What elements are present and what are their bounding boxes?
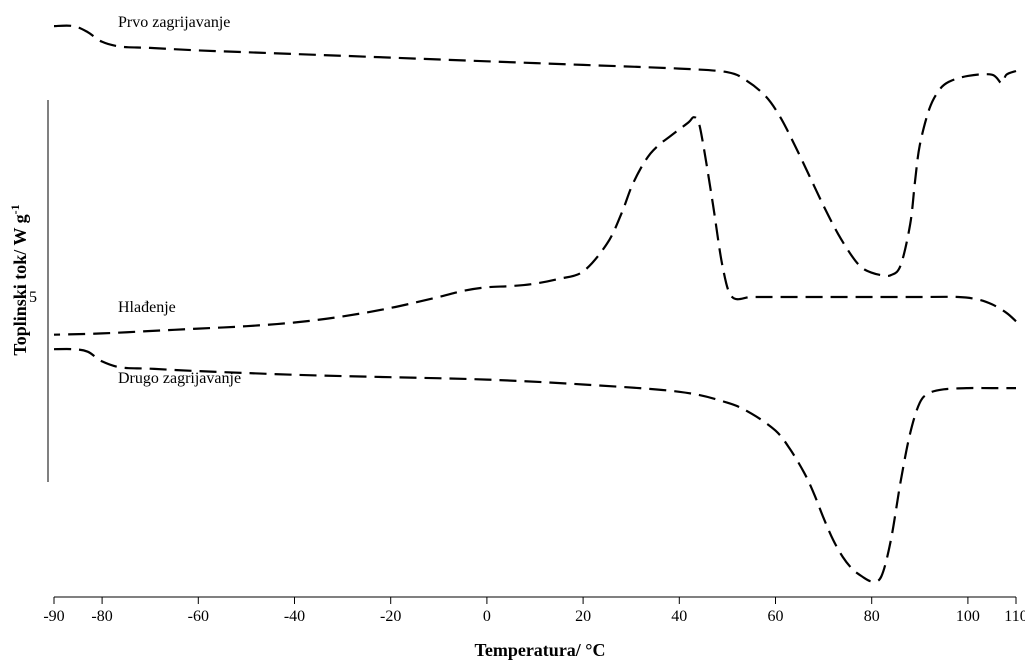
x-tick-label: 0 bbox=[483, 608, 491, 625]
curve-prvo-zagrijavanje bbox=[53, 24, 1017, 278]
x-tick-label: 20 bbox=[575, 608, 591, 625]
y-axis-title-main: Toplinski tok/ W g bbox=[10, 214, 30, 355]
curve-drugo-zagrijavanje bbox=[53, 347, 1016, 583]
x-tick-label: 60 bbox=[768, 608, 784, 625]
x-tick-label: -90 bbox=[43, 608, 64, 625]
x-tick-label: 100 bbox=[956, 608, 980, 625]
x-tick-label: -20 bbox=[380, 608, 401, 625]
x-tick-label: 40 bbox=[671, 608, 687, 625]
x-axis-title: Temperatura/ °C bbox=[474, 640, 605, 660]
y-scale-label: 5 bbox=[29, 289, 37, 306]
series-label-drugo: Drugo zagrijavanje bbox=[118, 370, 241, 387]
x-tick-label: -40 bbox=[284, 608, 305, 625]
series-label-hladenje: Hlađenje bbox=[118, 299, 176, 316]
x-axis-ticks: -90 -80 -60 -40 -20 0 20 40 60 80 100 110 bbox=[43, 597, 1025, 625]
y-axis-title: Toplinski tok/ W g-1 bbox=[8, 204, 30, 355]
y-axis-title-superscript: -1 bbox=[8, 204, 22, 214]
x-tick-label: 110 bbox=[1004, 608, 1025, 625]
x-tick-label: -80 bbox=[91, 608, 112, 625]
curves-group bbox=[53, 24, 1017, 583]
series-label-prvo: Prvo zagrijavanje bbox=[118, 14, 230, 31]
x-tick-label: 80 bbox=[864, 608, 880, 625]
curve-hladenje bbox=[53, 116, 1017, 336]
x-tick-label: -60 bbox=[188, 608, 209, 625]
